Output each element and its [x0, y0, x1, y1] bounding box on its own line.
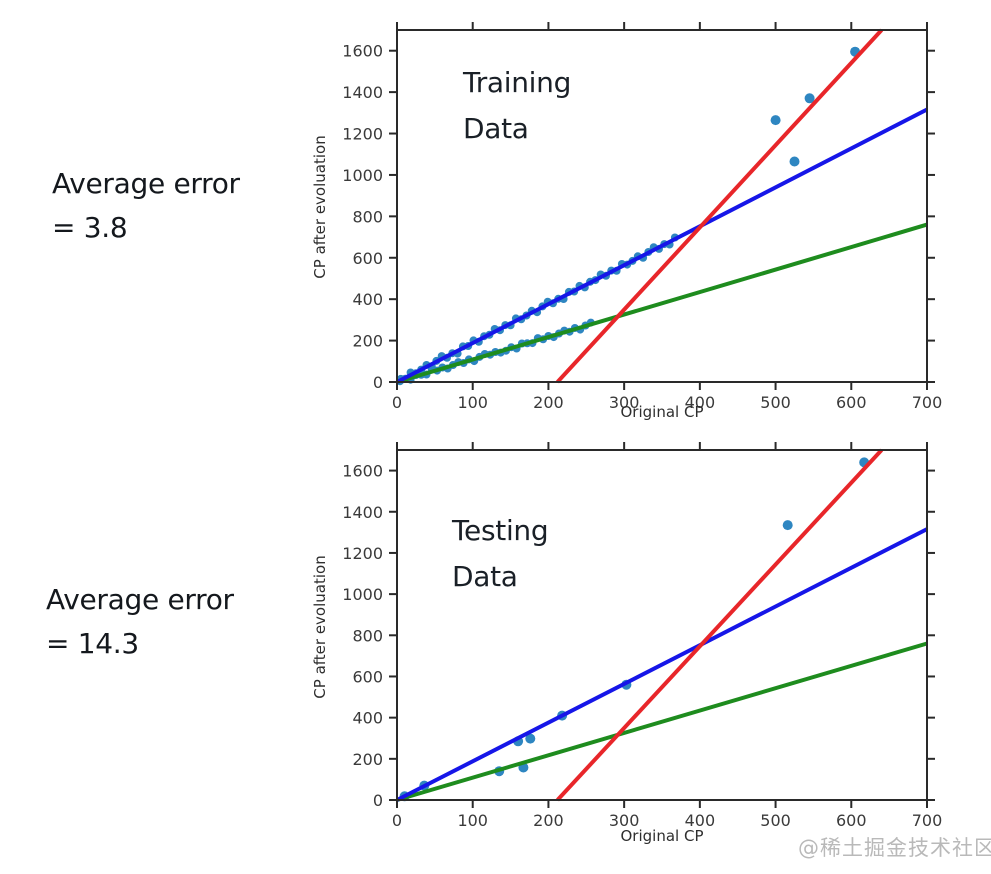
- axis-tick-labels: 0 100 200 300 400 500 600 700 0 200 400 600 800 1000 1…: [342, 42, 942, 412]
- y-tick-label: 800: [352, 207, 383, 226]
- testing-chart: 0 100 200 300 400 500 600 700 0 200 400 600 800 1000 1…: [342, 442, 942, 830]
- testing-x-axis-label: Original CP: [620, 827, 704, 845]
- training-chart: 0 100 200 300 400 500 600 700 0 200 400 600 800 1000 1…: [342, 22, 942, 412]
- axis-ticks: [389, 442, 935, 808]
- y-tick-label: 600: [352, 249, 383, 268]
- watermark-text: @稀土掘金技术社区: [798, 836, 991, 860]
- testing-average-error-line1: Average error: [46, 583, 234, 616]
- x-tick-label: 700: [912, 811, 943, 830]
- x-tick-label: 200: [533, 393, 564, 412]
- scatter-point: [770, 115, 781, 126]
- axis-tick-labels: 0 100 200 300 400 500 600 700 0 200 400 600 800 1000 1…: [342, 462, 942, 830]
- training-y-axis-label: CP after evoluation: [311, 135, 329, 279]
- x-tick-label: 700: [912, 393, 943, 412]
- fit-line-red: [556, 28, 884, 384]
- testing-chart-title-line2: Data: [452, 560, 518, 593]
- x-tick-label: 600: [836, 393, 867, 412]
- x-tick-label: 200: [533, 811, 564, 830]
- fit-line-green: [396, 641, 928, 802]
- scatter-point: [525, 733, 536, 744]
- y-tick-label: 1000: [342, 585, 383, 604]
- testing-chart-title-line1: Testing: [452, 514, 549, 547]
- testing-y-axis-label: CP after evoluation: [311, 555, 329, 699]
- y-tick-label: 0: [373, 791, 383, 810]
- x-tick-label: 400: [685, 393, 716, 412]
- fit-line-blue: [396, 527, 928, 802]
- x-tick-label: 500: [760, 393, 791, 412]
- fit-line-blue: [396, 107, 928, 384]
- scatter-point: [782, 520, 793, 531]
- y-tick-label: 400: [352, 290, 383, 309]
- axis-ticks: [389, 22, 935, 390]
- testing-chart-title: Testing Data: [452, 508, 549, 600]
- x-tick-label: 500: [760, 811, 791, 830]
- x-tick-label: 100: [457, 393, 488, 412]
- testing-average-error-line2: = 14.3: [46, 627, 139, 660]
- scatter-point: [804, 93, 815, 104]
- y-tick-label: 1400: [342, 83, 383, 102]
- training-x-axis-label: Original CP: [620, 403, 704, 421]
- y-tick-label: 800: [352, 626, 383, 645]
- y-tick-label: 1200: [342, 125, 383, 144]
- x-tick-label: 300: [609, 811, 640, 830]
- outliers: [770, 46, 861, 167]
- y-tick-label: 1000: [342, 166, 383, 185]
- y-tick-label: 600: [352, 667, 383, 686]
- y-tick-label: 1200: [342, 544, 383, 563]
- fit-line-green: [396, 222, 928, 384]
- training-chart-title-line1: Training: [463, 66, 572, 99]
- training-chart-title-line2: Data: [463, 112, 529, 145]
- x-tick-label: 100: [457, 811, 488, 830]
- x-tick-label: 0: [392, 393, 402, 412]
- x-tick-label: 300: [609, 393, 640, 412]
- y-tick-label: 200: [352, 750, 383, 769]
- testing-average-error-label: Average error = 14.3: [46, 578, 234, 666]
- training-average-error-label: Average error = 3.8: [52, 162, 240, 250]
- y-tick-label: 1600: [342, 462, 383, 481]
- x-tick-label: 0: [392, 811, 402, 830]
- training-average-error-line2: = 3.8: [52, 211, 128, 244]
- y-tick-label: 0: [373, 373, 383, 392]
- x-tick-label: 400: [685, 811, 716, 830]
- training-chart-title: Training Data: [463, 60, 571, 152]
- plot-frame: [396, 449, 928, 801]
- fit-line-red: [556, 448, 884, 802]
- x-tick-label: 600: [836, 811, 867, 830]
- scatter-point: [789, 156, 800, 167]
- training-average-error-line1: Average error: [52, 167, 240, 200]
- y-tick-label: 1600: [342, 42, 383, 61]
- y-tick-label: 200: [352, 332, 383, 351]
- y-tick-label: 1400: [342, 503, 383, 522]
- y-tick-label: 400: [352, 709, 383, 728]
- plot-frame: [396, 29, 928, 383]
